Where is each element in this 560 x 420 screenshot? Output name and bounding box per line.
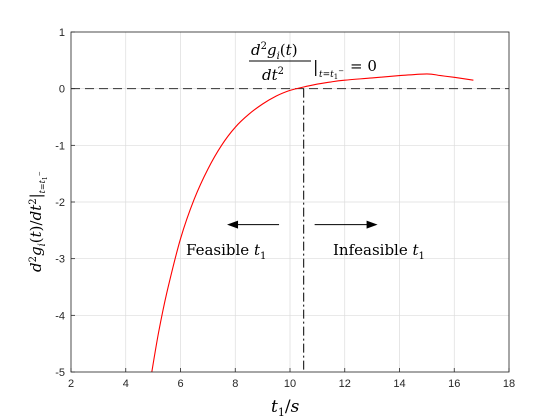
y-axis-label: d2gi(t)/dt2|t=t1− <box>27 171 49 272</box>
infeasible-label: Infeasible t1 <box>333 241 425 262</box>
series-layer <box>151 73 474 373</box>
x-tick-label: 16 <box>448 378 460 390</box>
y-tick-label: -5 <box>55 367 65 379</box>
top-annotation-numerator: d2gi(t) <box>251 41 298 62</box>
y-tick-label: -4 <box>55 310 65 322</box>
x-tick-label: 4 <box>123 378 129 390</box>
x-tick-label: 18 <box>503 378 515 390</box>
top-annotation-equals-zero: = 0 <box>350 57 377 75</box>
top-annotation: d2gi(t) dt2 | t=t1− = 0 <box>249 41 377 84</box>
ticks: 2 4 6 8 10 12 14 16 18 -5 -4 -3 -2 -1 0 1 <box>55 27 515 390</box>
arrow-right-head <box>366 220 378 229</box>
x-tick-label: 10 <box>284 378 296 390</box>
y-tick-label: -3 <box>55 254 65 266</box>
arrows <box>227 220 378 229</box>
y-tick-label: 1 <box>59 27 65 39</box>
arrow-left-head <box>227 220 239 229</box>
x-axis-label: t1/s <box>271 397 300 419</box>
top-annotation-bar: | <box>313 57 318 76</box>
x-tick-label: 8 <box>232 378 238 390</box>
series-line <box>151 73 474 373</box>
reference-lines <box>71 88 509 372</box>
y-tick-label: 0 <box>59 84 65 96</box>
top-annotation-denominator: dt2 <box>262 66 284 84</box>
y-tick-label: -1 <box>55 140 65 152</box>
x-tick-label: 2 <box>68 378 74 390</box>
feasible-label: Feasible t1 <box>186 241 266 262</box>
x-tick-label: 12 <box>339 378 351 390</box>
y-tick-label: -2 <box>55 197 65 209</box>
top-annotation-subscript: t=t1− <box>319 67 344 81</box>
x-tick-label: 14 <box>393 378 405 390</box>
x-tick-label: 6 <box>177 378 183 390</box>
